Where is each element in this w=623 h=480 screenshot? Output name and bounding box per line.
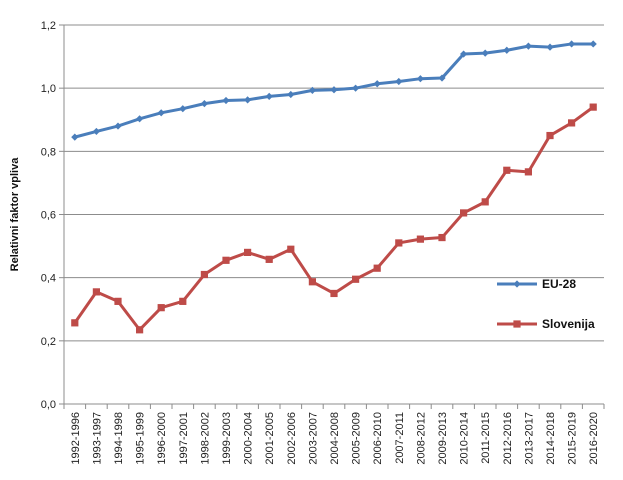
data-point — [416, 235, 424, 243]
data-point — [438, 233, 446, 242]
x-tick-label: 2000-2004 — [243, 412, 255, 465]
x-tick-label: 1992-1996 — [70, 412, 82, 465]
data-point — [352, 275, 360, 283]
data-point — [71, 133, 79, 141]
data-point — [157, 109, 165, 117]
x-tick-label: 1998-2002 — [199, 412, 211, 465]
data-point — [352, 84, 360, 92]
x-tick-label: 2002-2006 — [286, 412, 298, 465]
x-tick-label: 2006-2010 — [372, 412, 384, 465]
data-point — [71, 319, 79, 327]
data-point — [481, 49, 489, 57]
y-tick-label: 0,0 — [41, 399, 56, 411]
data-point — [222, 96, 230, 105]
data-point — [524, 42, 532, 50]
legend-label: EU-28 — [542, 277, 576, 291]
legend-marker — [513, 280, 521, 288]
data-point — [373, 80, 381, 88]
x-tick-label: 1997-2001 — [178, 412, 190, 465]
x-tick-label: 2003-2007 — [307, 412, 319, 465]
data-point — [308, 86, 316, 94]
x-tick-label: 1996-2000 — [156, 412, 168, 465]
x-tick-label: 1999-2003 — [221, 412, 233, 465]
x-tick-label: 1994-1998 — [113, 412, 125, 465]
data-point — [265, 92, 273, 100]
data-point — [265, 255, 273, 263]
data-point — [503, 166, 511, 174]
x-tick-label: 2001-2005 — [264, 412, 276, 465]
data-point — [157, 304, 165, 312]
x-tick-label: 2014-2018 — [545, 412, 557, 465]
x-tick-label: 2013-2017 — [523, 412, 535, 465]
y-tick-label: 1,0 — [41, 83, 56, 95]
data-point — [546, 43, 554, 51]
x-tick-label: 2007-2011 — [394, 412, 406, 464]
x-tick-label: 2015-2019 — [567, 412, 579, 465]
data-point — [136, 326, 144, 334]
data-point — [308, 278, 316, 286]
data-point — [287, 90, 295, 99]
data-point — [568, 119, 576, 127]
x-tick-label: 2004-2008 — [329, 412, 341, 465]
data-point — [114, 297, 122, 305]
data-point — [546, 131, 554, 140]
y-tick-label: 1,2 — [41, 20, 56, 32]
y-tick-label: 0,4 — [41, 273, 56, 285]
data-point — [503, 46, 511, 54]
data-point — [287, 245, 295, 253]
data-point — [416, 75, 424, 83]
data-point — [460, 209, 468, 217]
data-point — [179, 105, 187, 113]
data-point — [460, 50, 468, 58]
data-point — [244, 96, 252, 104]
data-point — [200, 100, 208, 108]
data-point — [438, 74, 446, 82]
x-tick-label: 1995-1999 — [135, 412, 147, 465]
data-point — [92, 127, 100, 136]
data-point — [568, 40, 576, 48]
data-point — [179, 297, 187, 305]
y-tick-label: 0,6 — [41, 210, 56, 222]
x-tick-label: 2016-2020 — [588, 412, 600, 465]
legend-marker — [513, 320, 521, 328]
x-tick-label: 2005-2009 — [351, 412, 363, 465]
data-point — [589, 103, 597, 111]
data-point — [481, 198, 489, 206]
data-point — [114, 122, 122, 130]
x-tick-label: 2012-2016 — [502, 412, 514, 465]
data-point — [222, 256, 230, 264]
legend: EU-28 Slovenija — [497, 277, 595, 331]
data-point — [395, 239, 403, 247]
data-point — [200, 270, 208, 279]
data-point — [589, 40, 597, 48]
data-point — [524, 168, 532, 176]
legend-label: Slovenija — [542, 317, 595, 331]
data-point — [92, 288, 100, 296]
x-tick-labels: 1992-1996 1993-1997 1994-1998 1995-1999 1996… — [70, 412, 600, 465]
data-point — [395, 77, 403, 86]
x-tick-label: 1993-1997 — [91, 412, 103, 465]
data-point — [244, 248, 252, 256]
data-point — [330, 86, 338, 94]
x-tick-label: 2011-2015 — [480, 412, 492, 464]
data-point — [373, 264, 381, 272]
data-point — [136, 115, 144, 123]
y-axis-label: Relativni faktor vpliva — [9, 157, 21, 272]
axes — [59, 24, 605, 409]
y-tick-label: 0,2 — [41, 336, 56, 348]
x-tick-label: 2009-2013 — [437, 412, 449, 465]
y-tick-label: 0,8 — [41, 146, 56, 158]
y-tick-labels: 0,0 0,2 0,4 0,6 0,8 1,0 1,2 — [41, 20, 56, 411]
x-tick-label: 2008-2012 — [415, 412, 427, 465]
x-tick-label: 2010-2014 — [459, 412, 471, 465]
data-point — [330, 289, 338, 298]
series-group — [71, 40, 597, 334]
